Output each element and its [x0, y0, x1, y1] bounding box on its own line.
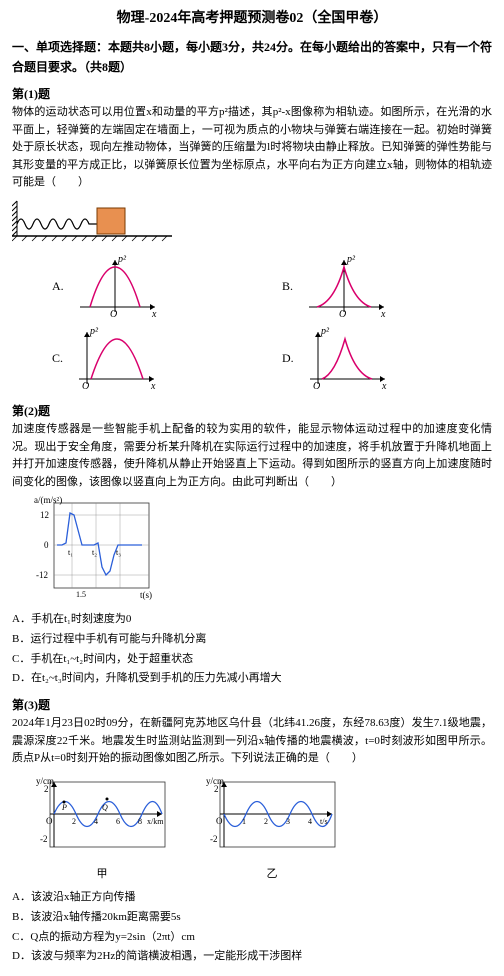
q1-text: 物体的运动状态可以用位置x和动量的平方p²描述，其p²-x图像称为相轨迹。如图所… — [12, 104, 492, 192]
svg-text:Q: Q — [102, 803, 108, 812]
q3-chart-yi: y/cm 2 -2 O 1 2 3 4 t/s 乙 — [202, 774, 342, 884]
svg-text:O: O — [339, 309, 346, 320]
svg-text:2: 2 — [214, 784, 219, 794]
svg-text:P: P — [61, 803, 67, 812]
svg-text:x: x — [381, 381, 387, 392]
svg-text:t(s): t(s) — [140, 590, 152, 600]
svg-text:t₂: t₂ — [92, 548, 97, 557]
q1-label: 第(1)题 — [12, 85, 492, 104]
q3-chart-jia: y/cm 2 -2 O 2 4 6 8 x/km P Q 甲 — [32, 774, 172, 884]
svg-text:4: 4 — [308, 817, 312, 826]
svg-text:O: O — [216, 816, 223, 826]
svg-text:8: 8 — [138, 817, 142, 826]
svg-text:1.5: 1.5 — [76, 590, 86, 599]
caption-yi: 乙 — [202, 866, 342, 884]
svg-text:1: 1 — [242, 817, 246, 826]
q3-optA: A．该波沿x轴正方向传播 — [12, 889, 492, 907]
q1-optC: C. p² x O — [52, 324, 262, 394]
svg-text:-2: -2 — [40, 834, 48, 844]
svg-text:-12: -12 — [36, 570, 48, 580]
svg-text:p²: p² — [117, 254, 127, 265]
svg-text:O: O — [110, 309, 117, 320]
svg-text:O: O — [46, 816, 53, 826]
svg-text:p²: p² — [89, 326, 99, 337]
q1-optA: A. p² x O — [52, 252, 262, 322]
q2-optB: B．运行过程中手机有可能与升降机分离 — [12, 631, 492, 649]
svg-text:-2: -2 — [210, 834, 218, 844]
svg-text:a/(m/s²): a/(m/s²) — [34, 495, 62, 505]
svg-text:p²: p² — [346, 254, 356, 265]
caption-jia: 甲 — [32, 866, 172, 884]
q2-optA: A．手机在t₁时刻速度为0 — [12, 611, 492, 629]
svg-text:0: 0 — [44, 540, 49, 550]
q2-optD: D．在t₂~t₃时间内，升降机受到手机的压力先减小再增大 — [12, 670, 492, 688]
svg-text:12: 12 — [40, 510, 49, 520]
q2-optC: C．手机在t₁~t₂时间内，处于超重状态 — [12, 651, 492, 669]
svg-text:t/s: t/s — [320, 817, 328, 826]
opt-letter: B. — [282, 277, 293, 296]
q2-label: 第(2)题 — [12, 402, 492, 421]
opt-letter: A. — [52, 277, 64, 296]
svg-text:O: O — [82, 381, 89, 392]
svg-text:2: 2 — [44, 784, 49, 794]
section-header: 一、单项选择题：本题共8小题，每小题3分，共24分。在每小题给出的答案中，只有一… — [12, 38, 492, 76]
q3-optD: D．该波与频率为2Hz的简谐横波相遇，一定能形成干涉图样 — [12, 948, 492, 966]
q1-optB: B. p² x O — [282, 252, 492, 322]
svg-text:2: 2 — [72, 817, 76, 826]
svg-text:p²: p² — [320, 326, 330, 337]
page-title: 物理-2024年高考押题预测卷02（全国甲卷） — [12, 8, 492, 30]
svg-text:x/km: x/km — [147, 817, 164, 826]
q3-optB: B．该波沿x轴传播20km距离需要5s — [12, 909, 492, 927]
q1-options: A. p² x O B. p² x O C. — [52, 252, 492, 394]
opt-letter: C. — [52, 349, 63, 368]
q2-chart: a/(m/s²) 12 0 -12 t₁ t₂ t₃ 1.5 t(s) — [32, 495, 492, 605]
svg-text:3: 3 — [286, 817, 290, 826]
svg-text:t₃: t₃ — [116, 548, 121, 557]
svg-text:6: 6 — [116, 817, 120, 826]
q3-charts: y/cm 2 -2 O 2 4 6 8 x/km P Q 甲 y/cm 2 -2 — [32, 774, 492, 884]
q1-spring-figure — [12, 196, 492, 246]
q2-text: 加速度传感器是一些智能手机上配备的较为实用的软件，能显示物体运动过程中的加速度变… — [12, 421, 492, 491]
svg-text:x: x — [150, 381, 156, 392]
svg-text:O: O — [313, 381, 320, 392]
q3-text: 2024年1月23日02时09分，在新疆阿克苏地区乌什县（北纬41.26度，东经… — [12, 715, 492, 768]
q3-label: 第(3)题 — [12, 696, 492, 715]
q1-optD: D. p² x O — [282, 324, 492, 394]
svg-text:x: x — [380, 309, 386, 320]
svg-text:t₁: t₁ — [68, 548, 73, 557]
svg-text:x: x — [151, 309, 157, 320]
q3-options: A．该波沿x轴正方向传播 B．该波沿x轴传播20km距离需要5s C．Q点的振动… — [12, 889, 492, 965]
q2-options: A．手机在t₁时刻速度为0 B．运行过程中手机有可能与升降机分离 C．手机在t₁… — [12, 611, 492, 687]
q3-optC: C．Q点的振动方程为y=2sin（2πt）cm — [12, 929, 492, 947]
svg-text:2: 2 — [264, 817, 268, 826]
opt-letter: D. — [282, 349, 294, 368]
svg-text:4: 4 — [94, 817, 98, 826]
